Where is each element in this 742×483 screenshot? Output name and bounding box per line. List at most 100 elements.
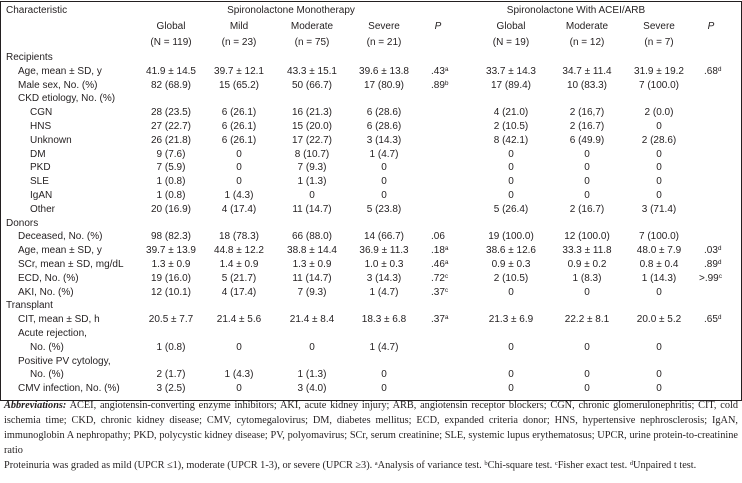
- table-cell: 4 (17.4): [221, 203, 257, 215]
- column-header-moderate: Moderate: [290, 21, 334, 32]
- note-d-text: Unpaired t test.: [633, 460, 697, 471]
- table-cell: 0: [309, 190, 315, 201]
- table-cell: 0: [656, 190, 662, 201]
- table-cell: 11 (14.7): [292, 203, 332, 215]
- table-cell: 0: [236, 383, 242, 395]
- header-group-monotherapy: Spironolactone Monotherapy: [227, 5, 355, 16]
- p-value: .65d: [704, 313, 722, 326]
- table-cell: 0: [236, 341, 242, 353]
- table-cell: 0: [584, 148, 590, 160]
- abbreviations-label: Abbreviations:: [4, 400, 67, 411]
- table-cell: 0: [236, 162, 242, 174]
- table-cell: 0.8 ± 0.4: [639, 259, 679, 270]
- table-cell: 39.6 ± 13.8: [359, 65, 409, 77]
- table-cell: 6 (26.1): [221, 107, 257, 119]
- table-cell: 14 (66.7): [363, 231, 405, 243]
- table-cell: 7 (5.9): [156, 162, 186, 174]
- column-header-n: (N = 119): [150, 37, 192, 48]
- table-cell: 16 (21.3): [291, 107, 333, 119]
- table-cell: 1 (4.7): [369, 148, 399, 160]
- table-cell: 0: [656, 341, 662, 353]
- row-label: HNS: [30, 121, 52, 132]
- table-cell: 21.4 ± 8.4: [289, 314, 335, 326]
- row-label: No. (%): [30, 369, 64, 381]
- abbreviations-text: ACEI, angiotensin-converting enzyme inhi…: [4, 400, 739, 456]
- table-cell: 0: [656, 176, 662, 188]
- table-cell: 0: [584, 369, 590, 381]
- table-cell: 20 (16.9): [150, 203, 192, 215]
- table-cell: 1.3 ± 0.9: [292, 259, 332, 270]
- table-cell: 1.0 ± 0.3: [364, 259, 404, 270]
- table-cell: 0.9 ± 0.2: [567, 259, 607, 270]
- table-cell: 2 (10.5): [493, 272, 529, 284]
- table-cell: 6 (28.6): [366, 121, 402, 132]
- column-header-severe: Severe: [643, 21, 675, 32]
- table-cell: 19 (16.0): [150, 272, 192, 284]
- table-cell: 5 (26.4): [493, 203, 529, 215]
- table-cell: 21.3 ± 6.9: [488, 314, 534, 326]
- table-cell: 17 (80.9): [363, 79, 405, 91]
- p-value: >.99c: [699, 272, 722, 285]
- table-cell: 22.2 ± 8.1: [564, 314, 610, 326]
- row-label: Deceased, No. (%): [18, 231, 103, 243]
- table-cell: 0: [309, 341, 315, 353]
- p-value-text: .37: [431, 286, 445, 298]
- table-cell: 17 (89.4): [490, 79, 532, 91]
- table-cell: 0: [584, 341, 590, 353]
- table-cell: 1 (4.3): [224, 190, 254, 201]
- table-cell: 7 (100.0): [638, 79, 680, 91]
- column-header-global: Global: [496, 21, 526, 32]
- column-header-global: Global: [156, 21, 186, 32]
- table-cell: 28 (23.5): [150, 107, 192, 119]
- table-cell: 11 (14.7): [292, 272, 332, 284]
- table-cell: 38.8 ± 14.4: [287, 245, 337, 257]
- table-cell: 0: [656, 286, 662, 298]
- table-cell: 2 (16,7): [569, 107, 605, 119]
- row-label: Unknown: [30, 134, 72, 146]
- note-a-marker: a: [374, 460, 378, 467]
- p-value-footnote-marker: a: [444, 314, 449, 322]
- row-label: CMV infection, No. (%): [18, 383, 120, 395]
- table-cell: 2 (28.6): [641, 134, 677, 146]
- table-cell: 15 (20.0): [291, 121, 333, 132]
- table-cell: 44.8 ± 12.2: [214, 245, 264, 257]
- table-cell: 8 (42.1): [493, 134, 529, 146]
- table-cell: 48.0 ± 7.9: [636, 245, 682, 257]
- table-cell: 0: [508, 369, 514, 381]
- table-cell: 2 (16.7): [569, 203, 605, 215]
- table-cell: 36.9 ± 11.3: [359, 245, 409, 257]
- table-cell: 7 (9.3): [297, 286, 327, 298]
- table-cell: 0: [381, 162, 387, 174]
- row-label: DM: [30, 148, 46, 160]
- grading-text: Proteinuria was graded as mild (UPCR ≤1)…: [4, 460, 373, 471]
- table-cell: 1.3 ± 0.9: [151, 259, 191, 270]
- row-label: AKI, No. (%): [18, 286, 74, 298]
- p-value-footnote-marker: d: [717, 314, 722, 322]
- p-value-text: .46: [431, 259, 445, 270]
- table-cell: 4 (21.0): [493, 107, 529, 119]
- row-label: Male sex, No. (%): [18, 79, 98, 91]
- table-cell: 2 (16.7): [569, 121, 605, 132]
- p-value-text: .03: [704, 245, 718, 257]
- p-value: .43a: [431, 65, 449, 78]
- p-value-footnote-marker: a: [444, 259, 449, 266]
- table-cell: 0: [584, 286, 590, 298]
- table-cell: 2 (10.5): [493, 121, 529, 132]
- section-heading: Recipients: [6, 52, 53, 63]
- p-value-text: >.99: [699, 272, 719, 284]
- table-cell: 2 (0.0): [644, 107, 674, 119]
- table-cell: 39.7 ± 13.9: [146, 245, 196, 257]
- table-cell: 0: [656, 121, 662, 132]
- p-value-text: .68: [704, 65, 718, 77]
- table-cell: 6 (26.1): [221, 134, 257, 146]
- table-cell: 1 (0.8): [156, 176, 186, 188]
- table-cell: 21.4 ± 5.6: [216, 314, 262, 326]
- table-cell: 7 (100.0): [638, 231, 680, 243]
- table-cell: 3 (14.3): [366, 134, 402, 146]
- table-cell: 0: [381, 369, 387, 381]
- table-cell: 41.9 ± 14.5: [146, 65, 196, 77]
- table-cell: 9 (7.6): [156, 148, 186, 160]
- table-cell: 0: [584, 383, 590, 395]
- header-characteristic: Characteristic: [6, 5, 68, 16]
- p-value-footnote-marker: d: [717, 259, 722, 266]
